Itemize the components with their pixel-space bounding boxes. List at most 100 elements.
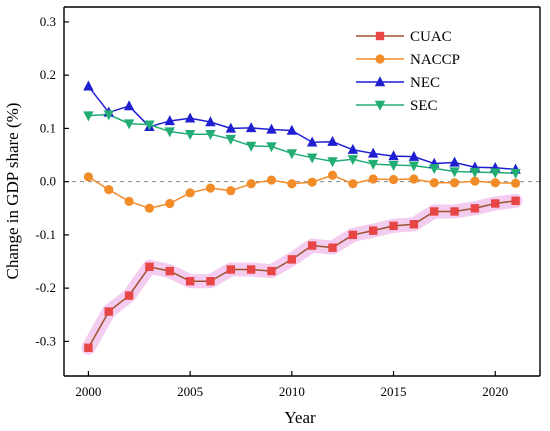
nec-point-2004: [164, 115, 175, 126]
cuac-line: [87, 200, 517, 349]
legend-marker-nec: [374, 76, 386, 87]
cuac-point-2010: [287, 255, 297, 264]
naccp-point-2005: [185, 188, 195, 198]
cuac-point-2017: [430, 207, 439, 216]
cuac-point-2015: [389, 221, 398, 231]
sec-point-2002: [123, 119, 135, 130]
sec-point-2007: [225, 134, 237, 145]
naccp-point-2010: [287, 179, 297, 189]
cuac-point-2016: [409, 220, 419, 229]
sec-point-2000: [83, 111, 94, 122]
nec-point-2013: [347, 143, 359, 154]
nec-point-2006: [205, 116, 216, 127]
cuac-point-2003: [145, 262, 154, 272]
x-tick-label-2010: 2010: [279, 384, 305, 399]
cuac-point-2004: [165, 266, 174, 276]
nec-point-2010: [286, 124, 298, 135]
sec-point-2004: [164, 127, 175, 138]
naccp-point-2004: [165, 198, 175, 209]
cuac-point-2007: [226, 265, 236, 274]
cuac-point-2002: [124, 291, 134, 300]
naccp-point-2006: [205, 183, 216, 193]
x-tick-label-2020: 2020: [482, 384, 508, 399]
x-tick-label-2000: 2000: [75, 384, 101, 399]
markers-layer: [83, 80, 521, 352]
sec-point-2010: [286, 149, 298, 160]
lines-layer: [87, 85, 517, 349]
y-tick-label-0-3: -0.3: [35, 333, 56, 348]
sec-point-2016: [408, 161, 420, 172]
cuac-point-2012: [328, 243, 337, 252]
cuac-point-2011: [307, 241, 317, 250]
nec-point-2002: [123, 100, 135, 111]
naccp-point-2007: [226, 186, 236, 196]
cuac-point-2000: [84, 343, 93, 352]
sec-point-2014: [367, 159, 379, 170]
legend-marker-cuac: [375, 31, 385, 41]
naccp-point-2014: [368, 174, 378, 184]
legend-item-cuac: CUAC: [356, 29, 452, 45]
naccp-point-2013: [348, 179, 358, 189]
naccp-point-2015: [388, 174, 399, 185]
naccp-line: [87, 174, 517, 210]
naccp-point-2000: [83, 172, 94, 182]
legend-label-sec: SEC: [410, 98, 438, 114]
naccp-point-2018: [449, 178, 460, 188]
sec-point-2015: [388, 160, 399, 171]
sec-point-2006: [205, 130, 216, 141]
nec-point-2015: [388, 150, 399, 161]
sec-line: [87, 113, 517, 174]
naccp-point-2021: [510, 178, 521, 188]
sec-point-2012: [327, 157, 338, 168]
cuac-point-2005: [185, 277, 195, 286]
sec-point-2005: [184, 130, 196, 141]
naccp-point-2020: [490, 178, 500, 188]
nec-point-2009: [266, 123, 277, 134]
naccp-point-2002: [124, 196, 134, 206]
y-tick-label-0-1: -0.1: [35, 227, 56, 242]
y-tick-label-0-2: 0.2: [40, 67, 56, 82]
legend-label-naccp: NACCP: [410, 52, 460, 68]
y-tick-label-0-1: 0.1: [40, 120, 56, 135]
legend-item-sec: SEC: [356, 98, 438, 114]
naccp-point-2009: [266, 175, 277, 185]
sec-point-2009: [266, 142, 277, 153]
nec-point-2007: [225, 122, 237, 133]
cuac-point-2020: [491, 199, 500, 208]
ticks-layer: 2000 2005 2010 2015 2020 -0.3 -0.2 -0.1 0.0 0.1 0.…: [35, 14, 508, 399]
legend-marker-sec: [374, 100, 386, 111]
cuac-point-2019: [470, 204, 480, 213]
sec-point-2017: [429, 164, 440, 175]
legend-item-nec: NEC: [356, 75, 440, 91]
nec-point-2018: [449, 156, 460, 167]
sec-point-2020: [490, 168, 501, 179]
legend-label-cuac: CUAC: [410, 29, 452, 45]
nec-point-2000: [83, 80, 94, 91]
y-axis-title: Change in GDP share (%): [3, 103, 22, 280]
nec-point-2016: [408, 150, 420, 161]
x-axis-title: Year: [284, 408, 316, 427]
cuac-point-2021: [511, 196, 520, 206]
naccp-point-2017: [429, 178, 439, 188]
sec-point-2018: [449, 167, 460, 178]
y-tick-label-0-2: -0.2: [35, 280, 56, 295]
sec-point-2003: [144, 120, 155, 131]
legend-marker-naccp: [375, 54, 385, 64]
cuac-point-2014: [368, 226, 378, 235]
sec-point-2001: [103, 110, 114, 121]
sec-point-2013: [347, 155, 359, 166]
x-tick-label-2015: 2015: [381, 384, 407, 399]
naccp-point-2008: [246, 179, 256, 189]
nec-line: [87, 85, 517, 171]
naccp-point-2012: [327, 170, 338, 180]
y-tick-label-0-3: 0.3: [40, 14, 56, 29]
sec-point-2021: [510, 168, 521, 179]
nec-point-2011: [306, 136, 318, 147]
y-tick-label-0-0: 0.0: [40, 174, 56, 189]
sec-point-2008: [245, 141, 257, 152]
sec-point-2011: [306, 153, 318, 164]
cuac-point-2009: [267, 266, 276, 276]
axes-layer: [63, 6, 541, 377]
